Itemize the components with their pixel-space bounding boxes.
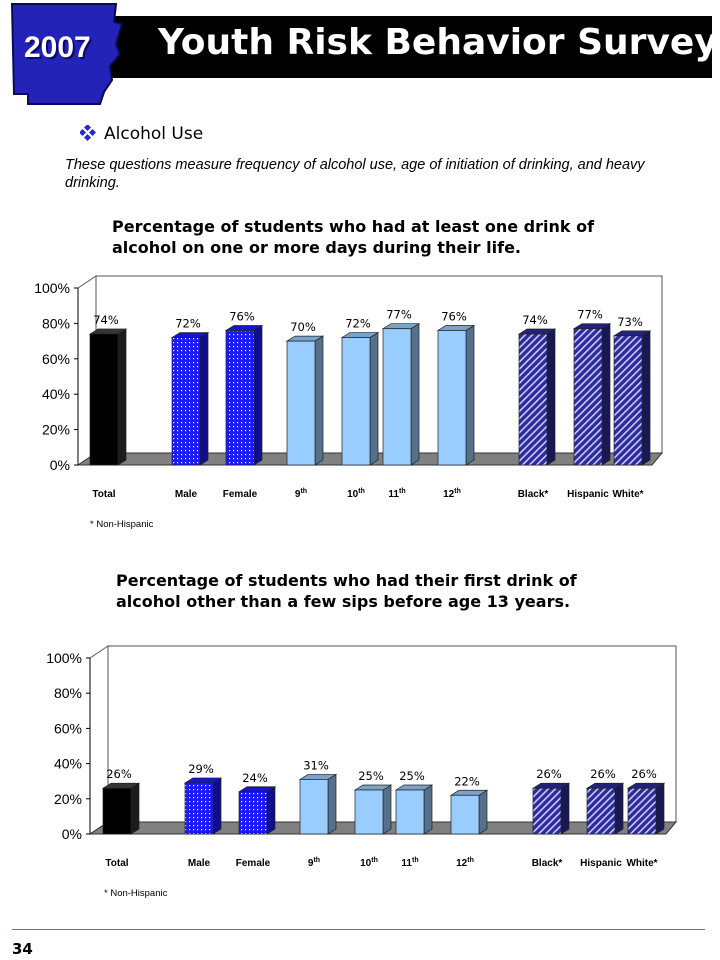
category-label: 10th	[360, 857, 378, 869]
footer-rule	[12, 929, 705, 930]
category-label: Total	[105, 858, 128, 869]
y-tick-label: 60%	[42, 351, 70, 367]
category-label: 11th	[401, 857, 418, 869]
arkansas-state-icon	[10, 3, 124, 105]
data-label: 24%	[242, 771, 268, 785]
data-label: 31%	[303, 758, 329, 772]
category-label: Hispanic	[580, 858, 622, 869]
bar-total	[101, 782, 141, 835]
category-label: White*	[626, 858, 657, 869]
category-label: Male	[175, 489, 198, 500]
data-label: 26%	[106, 767, 132, 781]
bar-11th	[381, 323, 421, 466]
bar-white	[626, 782, 666, 835]
bar-11th	[394, 784, 434, 835]
data-label: 26%	[631, 767, 657, 781]
data-label: 26%	[536, 767, 562, 781]
y-tick-label: 80%	[54, 685, 82, 701]
data-label: 73%	[617, 315, 643, 329]
data-label: 25%	[358, 769, 384, 783]
category-label: Hispanic	[567, 489, 609, 500]
bar-total	[88, 328, 128, 466]
category-label: 11th	[388, 488, 405, 500]
y-tick-label: 0%	[62, 826, 82, 842]
category-label: 12th	[443, 488, 461, 500]
bar-male	[183, 777, 223, 835]
category-label: White*	[612, 489, 643, 500]
bar-12th	[449, 789, 489, 835]
category-label: 12th	[456, 857, 474, 869]
data-label: 29%	[188, 762, 214, 776]
y-tick-label: 20%	[42, 422, 70, 438]
data-label: 76%	[229, 309, 255, 323]
chart-1-title: Percentage of students who had at least …	[112, 217, 595, 257]
data-label: 77%	[386, 308, 412, 322]
data-label: 26%	[590, 767, 616, 781]
data-label: 74%	[93, 313, 119, 327]
section-title: Alcohol Use	[104, 124, 204, 144]
chart-2-footnote: * Non-Hispanic	[104, 888, 168, 899]
category-label: 9th	[308, 857, 320, 869]
page-title: Youth Risk Behavior Survey	[158, 22, 718, 63]
category-label: Black*	[518, 489, 549, 500]
y-tick-label: 80%	[42, 315, 70, 331]
chart-1-footnote: * Non-Hispanic	[90, 519, 154, 530]
y-tick-label: 40%	[42, 386, 70, 402]
y-tick-label: 100%	[46, 650, 82, 666]
bar-male	[170, 331, 210, 466]
bar-female	[224, 324, 264, 466]
category-label: Female	[223, 489, 258, 500]
y-tick-label: 0%	[50, 457, 70, 473]
y-tick-label: 20%	[54, 791, 82, 807]
bar-9th	[298, 773, 338, 835]
data-label: 22%	[454, 774, 480, 788]
chart-1: 0% 20% 40% 60% 80% 100% 74% Total 72% Male 76% Fema…	[34, 275, 664, 500]
bar-black	[517, 328, 557, 466]
bar-10th	[353, 784, 393, 835]
y-tick-label: 40%	[54, 756, 82, 772]
bar-10th	[340, 331, 380, 466]
data-label: 72%	[175, 317, 201, 331]
diamond-bullet-icon	[80, 125, 96, 141]
bar-hispanic	[585, 782, 625, 835]
category-label: Total	[92, 489, 115, 500]
data-label: 77%	[577, 308, 603, 322]
category-label: Female	[236, 858, 271, 869]
page-number: 34	[12, 940, 33, 958]
data-label: 72%	[345, 317, 371, 331]
chart-2-title: Percentage of students who had their fir…	[116, 571, 577, 611]
category-label: Male	[188, 858, 211, 869]
data-label: 25%	[399, 769, 425, 783]
chart-2: 0% 20% 40% 60% 80% 100% 26% Total 29% Male 24% Fema…	[46, 645, 678, 869]
data-label: 70%	[290, 320, 316, 334]
header-bar	[38, 16, 712, 78]
data-label: 74%	[522, 313, 548, 327]
bar-hispanic	[572, 323, 612, 466]
data-label: 76%	[441, 309, 467, 323]
bar-white	[612, 330, 652, 466]
category-label: 9th	[295, 488, 307, 500]
bar-12th	[436, 324, 476, 466]
survey-year: 2007	[24, 31, 91, 64]
y-tick-label: 100%	[34, 280, 70, 296]
y-tick-label: 60%	[54, 720, 82, 736]
section-description: These questions measure frequency of alc…	[65, 157, 645, 191]
bar-9th	[285, 335, 325, 466]
category-label: 10th	[347, 488, 365, 500]
bar-black	[531, 782, 571, 835]
category-label: Black*	[532, 858, 563, 869]
bar-female	[237, 786, 277, 835]
